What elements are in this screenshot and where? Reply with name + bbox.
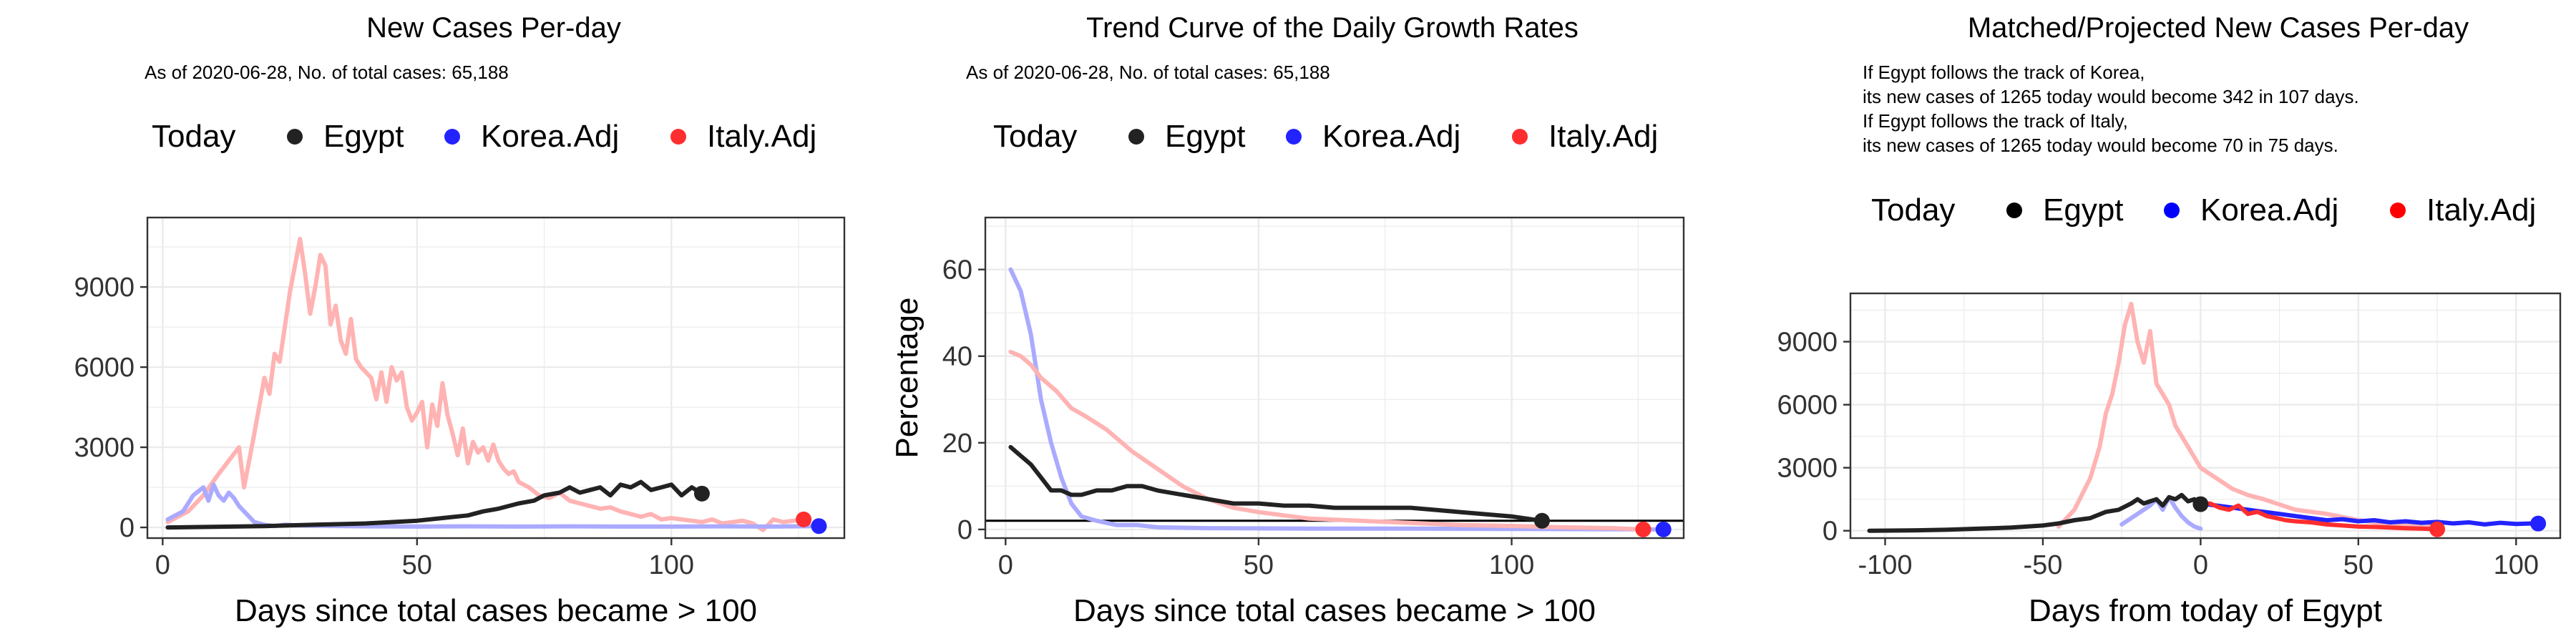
today-point-korea-adj (811, 518, 827, 535)
series-line-egypt (165, 479, 704, 530)
legend-marker-korea-adj (2164, 203, 2180, 218)
y-tick-label: 6000 (74, 353, 135, 383)
x-tick-label: 0 (2193, 550, 2208, 580)
series-line-egypt (1008, 444, 1544, 523)
legend-label: Italy.Adj (2426, 192, 2536, 228)
axes: 0 50 100 0 3000 6000 9000 Days since total case… (74, 273, 757, 628)
y-tick-label: 0 (119, 513, 135, 543)
chart-title: Matched/Projected New Cases Per-day (1968, 12, 2469, 44)
legend-marker-egypt (287, 129, 303, 145)
y-tick-label: 60 (942, 255, 972, 286)
chart-panel-1: New Cases Per-day As of 2020-06-28, No. o… (74, 12, 846, 628)
legend-marker-korea-adj (1286, 129, 1302, 145)
axes: 0 50 100 0 20 40 60 Days since total cases beca… (889, 255, 1596, 628)
chart-title: New Cases Per-day (366, 12, 621, 44)
series-lines (1867, 301, 2541, 533)
today-point-italy-adj (1635, 521, 1652, 537)
x-tick-label: 50 (402, 550, 432, 580)
legend: Today Egypt Korea.Adj Italy.Adj (152, 119, 816, 154)
plot-area (985, 218, 1684, 538)
y-tick-label: 0 (957, 515, 972, 545)
series-line-italy-adj-matched (2057, 301, 2440, 529)
x-tick-label: 50 (2343, 550, 2373, 580)
x-tick-label: 0 (155, 550, 170, 580)
legend-marker-italy-adj (2390, 203, 2406, 218)
series-line-italy-adj-projected (2198, 501, 2440, 532)
axes: -100 -50 0 50 100 0 3000 6000 9000 Days from toda… (1777, 328, 2539, 628)
plot-area (147, 218, 844, 538)
y-tick-label: 3000 (74, 433, 135, 463)
plot-area (1850, 293, 2560, 538)
legend-label: Korea.Adj (481, 119, 619, 154)
y-tick-label: 9000 (1777, 328, 1838, 358)
x-tick-label: 100 (2494, 550, 2539, 580)
x-tick-label: -100 (1858, 550, 1912, 580)
legend-label: Korea.Adj (2200, 192, 2338, 228)
legend-title: Today (152, 119, 235, 154)
legend-label: Korea.Adj (1322, 119, 1460, 154)
legend-marker-italy-adj (1512, 129, 1528, 145)
y-tick-label: 20 (942, 429, 972, 459)
series-lines (165, 236, 821, 532)
today-point-egypt (1533, 512, 1550, 529)
legend-marker-italy-adj (670, 129, 686, 145)
chart-panel-3: Matched/Projected New Cases Per-day If Eg… (1777, 12, 2562, 628)
legend-marker-egypt (2006, 203, 2022, 218)
plot-border (1849, 292, 2562, 540)
y-tick-label: 0 (1823, 517, 1838, 547)
y-tick-label: 3000 (1777, 454, 1838, 484)
today-point-italy-adj (796, 511, 812, 527)
today-point-egypt (693, 485, 710, 502)
x-tick-label: 100 (649, 550, 694, 580)
chart-title: Trend Curve of the Daily Growth Rates (1086, 12, 1579, 44)
series-line-korea-adj (1008, 267, 1666, 532)
x-axis-title: Days since total cases became > 100 (1073, 593, 1596, 628)
plot-border (146, 216, 846, 540)
legend-marker-korea-adj (444, 129, 460, 145)
chart-note-line: its new cases of 1265 today would become… (1863, 135, 2338, 156)
chart-note-line: its new cases of 1265 today would become… (1863, 86, 2359, 107)
plot-border (984, 216, 1685, 540)
y-tick-label: 9000 (74, 273, 135, 303)
legend-title: Today (993, 119, 1077, 154)
legend-label: Italy.Adj (707, 119, 816, 154)
legend-label: Egypt (323, 119, 404, 154)
y-axis-title: Percentage (889, 297, 924, 458)
x-tick-label: 0 (998, 550, 1013, 580)
x-tick-label: -50 (2023, 550, 2062, 580)
x-axis-title: Days since total cases became > 100 (235, 593, 757, 628)
today-point-korea-adj (1655, 521, 1672, 537)
series-lines (985, 267, 1684, 532)
today-point-egypt (2192, 496, 2209, 512)
y-tick-label: 6000 (1777, 391, 1838, 421)
chart-panel-2: Trend Curve of the Daily Growth Rates As … (889, 12, 1685, 628)
x-tick-label: 100 (1489, 550, 1534, 580)
series-line-italy-adj (165, 236, 806, 532)
legend: Today Egypt Korea.Adj Italy.Adj (1871, 192, 2536, 228)
chart-note-line: As of 2020-06-28, No. of total cases: 65… (145, 62, 509, 83)
legend-label: Italy.Adj (1548, 119, 1658, 154)
legend-marker-egypt (1128, 129, 1144, 145)
x-axis-title: Days from today of Egypt (2029, 593, 2382, 628)
y-tick-label: 40 (942, 342, 972, 372)
legend-title: Today (1871, 192, 1955, 228)
series-line-italy-adj (1008, 349, 1646, 532)
chart-note-line: If Egypt follows the track of Italy, (1863, 110, 2128, 132)
today-point-italy-adj-projected (2429, 521, 2446, 537)
legend: Today Egypt Korea.Adj Italy.Adj (993, 119, 1658, 154)
legend-label: Egypt (2043, 192, 2124, 228)
series-line-egypt (1867, 492, 2203, 533)
today-point-korea-adj-projected (2530, 515, 2547, 532)
chart-note-line: If Egypt follows the track of Korea, (1863, 62, 2145, 83)
legend-label: Egypt (1165, 119, 1246, 154)
x-tick-label: 50 (1244, 550, 1274, 580)
chart-note-line: As of 2020-06-28, No. of total cases: 65… (966, 62, 1330, 83)
